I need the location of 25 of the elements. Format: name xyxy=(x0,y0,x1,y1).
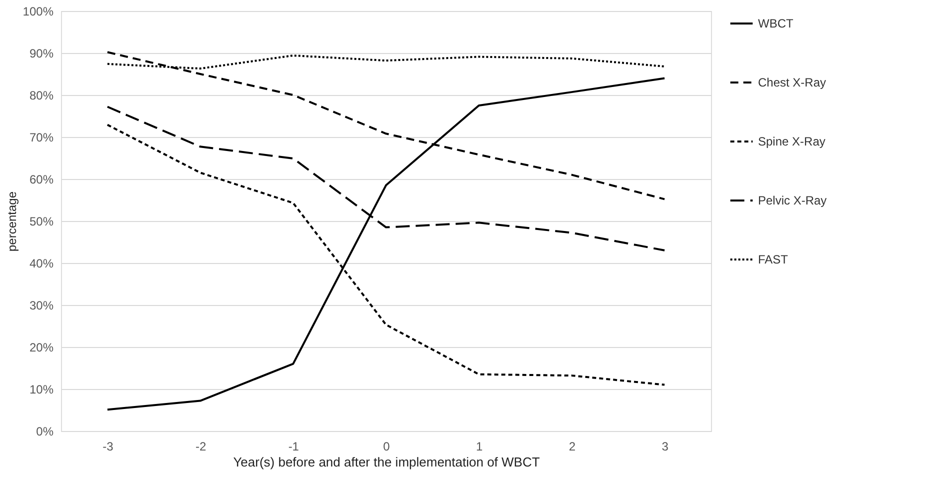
y-tick-label: 30% xyxy=(29,298,54,312)
x-tick-label: 3 xyxy=(662,440,669,454)
x-tick-label: 1 xyxy=(476,440,484,454)
x-tick-label: -3 xyxy=(102,440,114,454)
y-tick-label: 50% xyxy=(29,214,54,228)
x-tick-label: 2 xyxy=(568,440,576,454)
y-tick-label: 70% xyxy=(29,130,54,144)
y-tick-label: 0% xyxy=(36,424,54,438)
y-tick-label: 40% xyxy=(29,256,54,270)
y-tick-label: 100% xyxy=(22,4,54,18)
y-tick-label: 10% xyxy=(29,382,54,396)
y-axis-title: percentage xyxy=(4,191,19,252)
y-tick-label: 20% xyxy=(29,340,54,354)
y-tick-label: 90% xyxy=(29,46,54,60)
x-tick-label: -2 xyxy=(195,440,206,454)
x-tick-label: 0 xyxy=(383,440,390,454)
legend-label: Chest X-Ray xyxy=(758,76,826,90)
x-tick-label: -1 xyxy=(288,440,300,454)
legend-label: Pelvic X-Ray xyxy=(758,194,827,208)
legend-label: Spine X-Ray xyxy=(758,134,826,148)
x-axis-title: Year(s) before and after the implementation of WBCT xyxy=(233,454,540,470)
y-tick-label: 80% xyxy=(29,88,54,102)
y-tick-label: 60% xyxy=(29,172,54,186)
legend-label: WBCT xyxy=(758,16,794,30)
legend-label: FAST xyxy=(758,252,789,266)
